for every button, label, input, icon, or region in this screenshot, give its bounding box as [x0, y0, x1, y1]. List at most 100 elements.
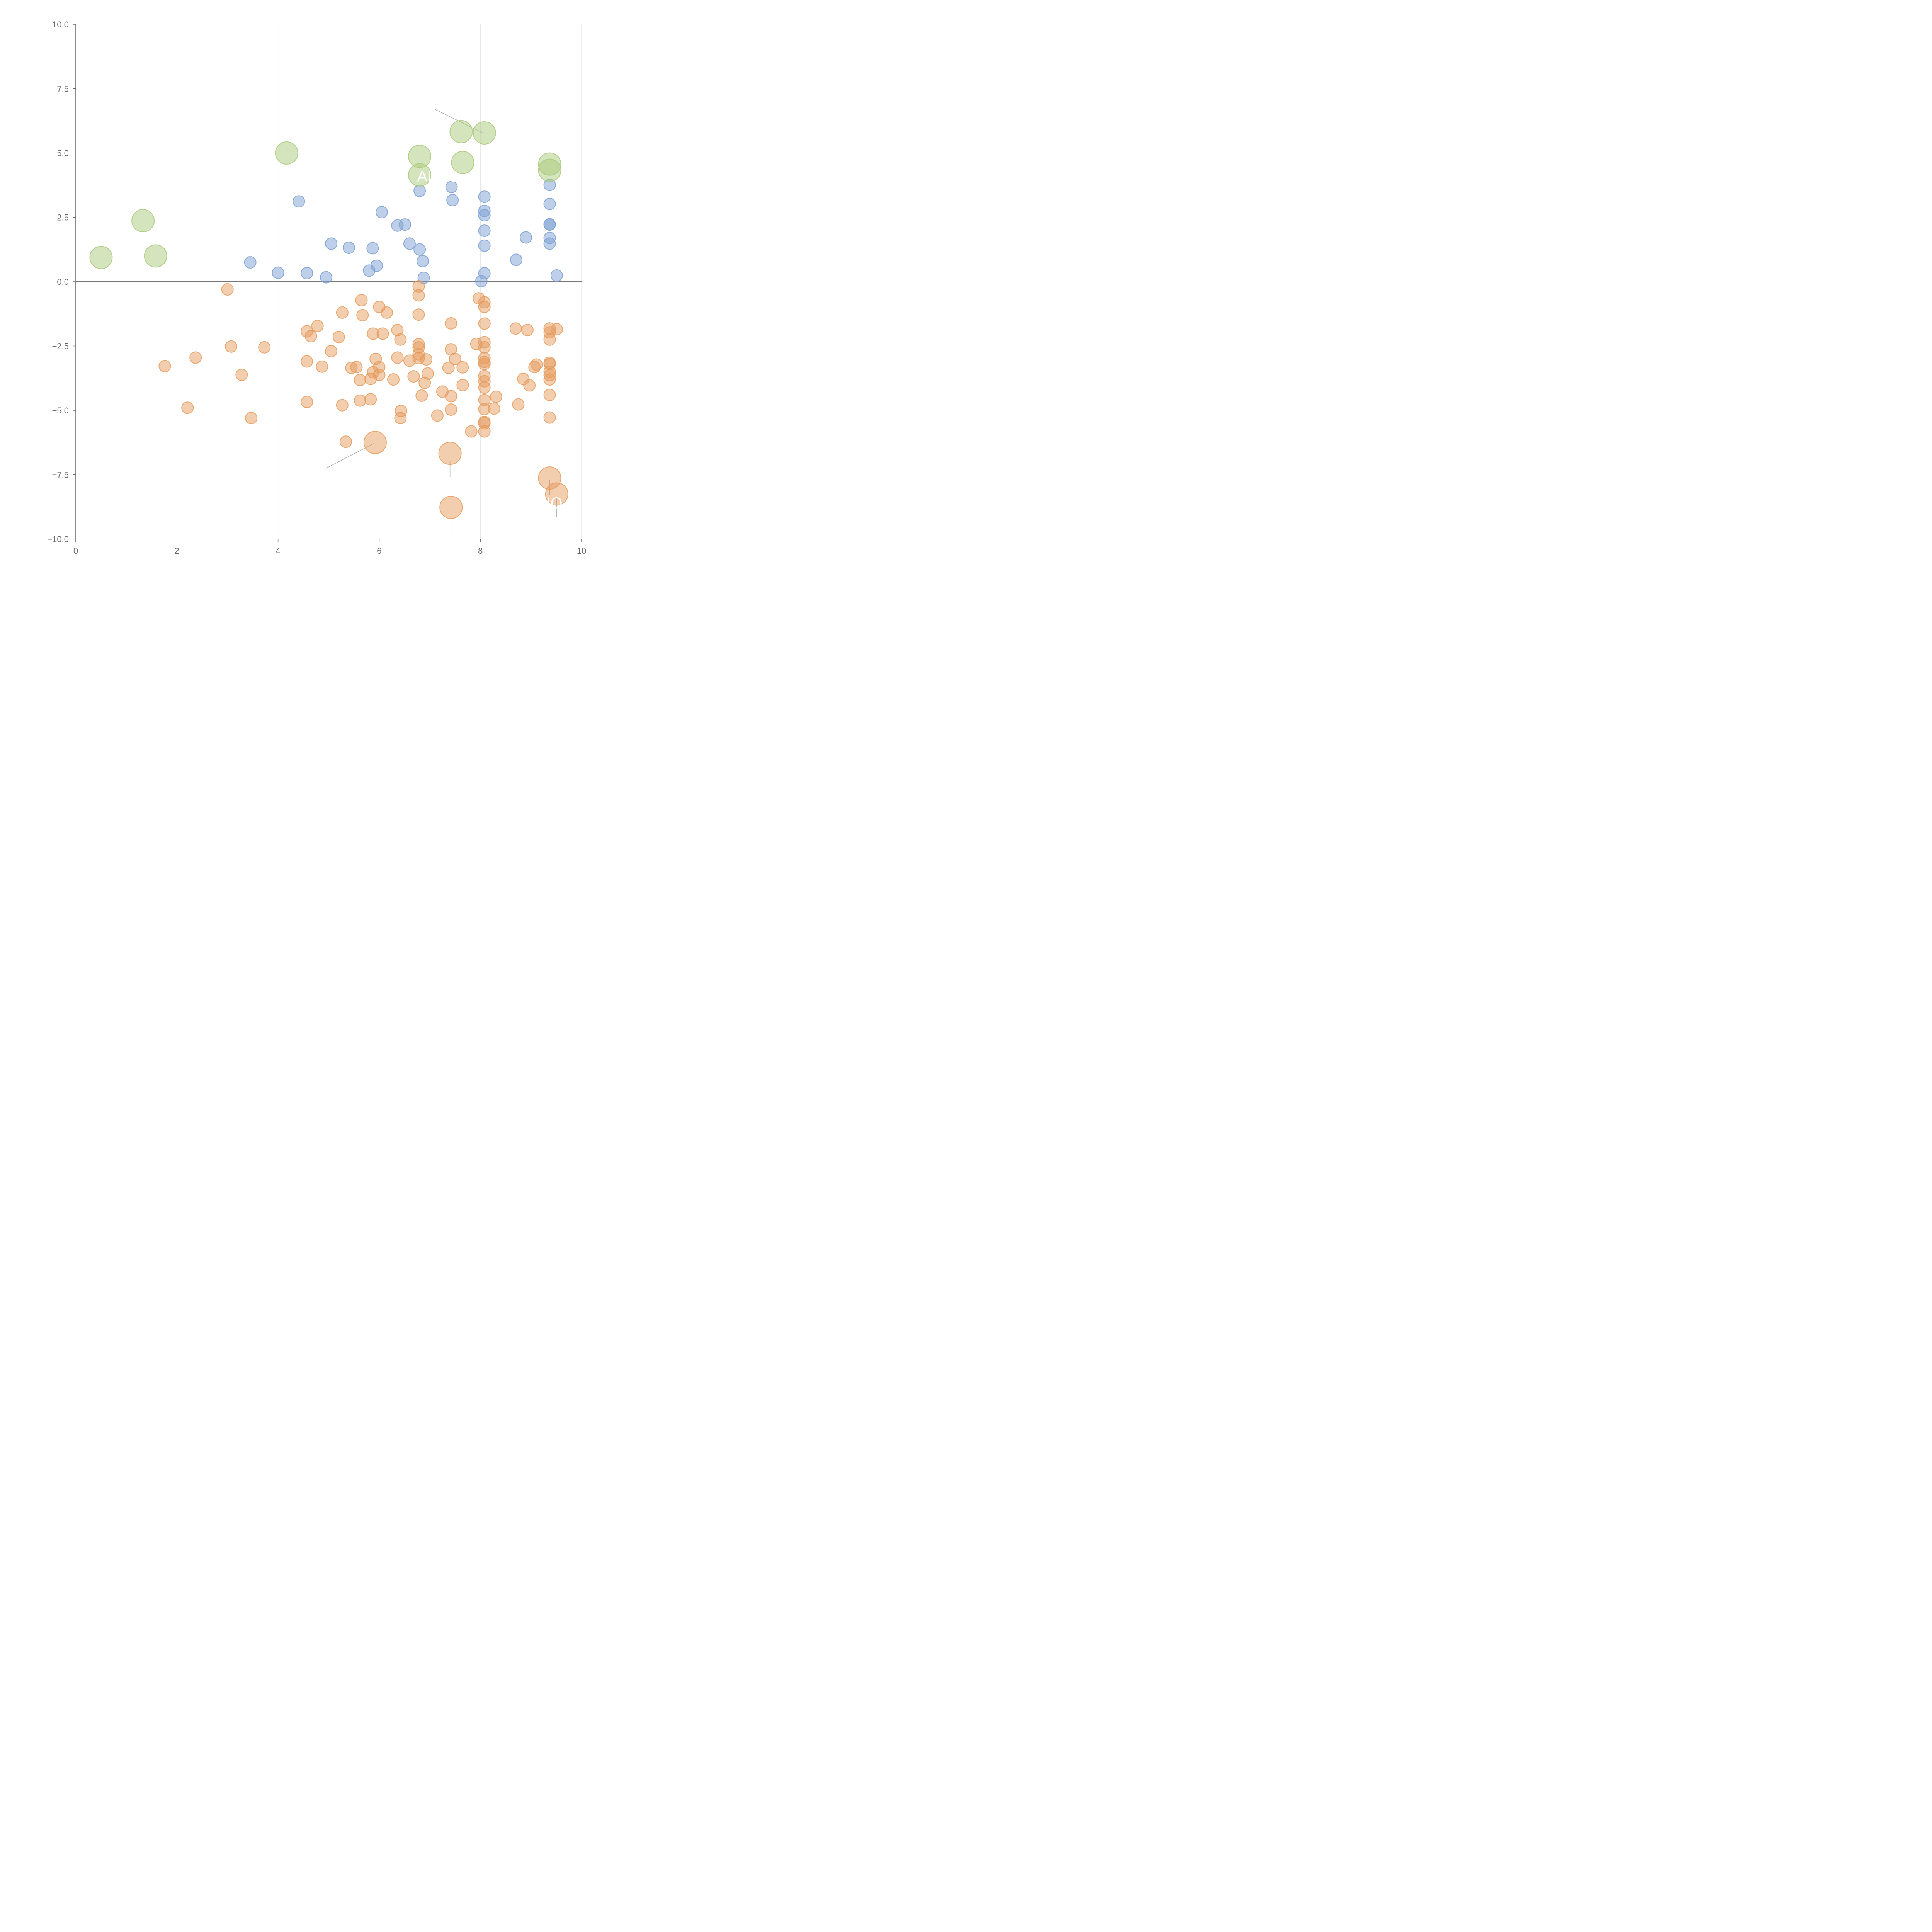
orange-data-point — [445, 317, 457, 330]
y-tick-label: −7.5 — [52, 470, 69, 480]
annotations: ALDC IO — [417, 168, 563, 512]
orange-data-point — [304, 330, 317, 343]
green-data-point — [275, 141, 298, 165]
orange-data-point — [488, 402, 500, 415]
annotation-label: IO — [546, 495, 562, 512]
orange-data-point — [442, 362, 455, 374]
blue-data-point — [445, 180, 458, 193]
blue-data-point — [244, 256, 257, 269]
blue-data-point — [403, 237, 416, 250]
orange-data-point — [158, 360, 171, 372]
orange-data-point — [235, 369, 248, 381]
orange-data-point — [395, 405, 407, 417]
orange-data-point — [509, 322, 522, 335]
x-tick-label: 0 — [73, 546, 78, 556]
green-data-point — [449, 120, 473, 143]
blue-data-point — [510, 253, 523, 266]
blue-data-point — [370, 259, 383, 272]
orange-data-point — [332, 331, 345, 344]
orange-data-point — [394, 333, 407, 346]
blue-data-point — [375, 206, 388, 219]
orange-data-point — [258, 341, 271, 354]
blue-data-point — [413, 184, 426, 197]
orange-data-point — [391, 351, 404, 364]
blue-data-point — [342, 242, 355, 254]
orange-data-point — [373, 369, 386, 381]
blue-data-point — [413, 243, 426, 256]
blue-data-point — [293, 195, 305, 208]
orange-data-point — [478, 381, 491, 394]
orange-data-point — [356, 309, 369, 321]
blue-data-point — [543, 197, 556, 210]
blue-data-point — [320, 271, 332, 284]
blue-data-point — [366, 242, 379, 255]
x-tick-label: 8 — [478, 546, 483, 556]
orange-data-point — [543, 333, 556, 346]
orange-data-point — [224, 340, 237, 353]
orange-data-point — [407, 370, 420, 383]
orange-data-point — [325, 345, 338, 357]
blue-data-point — [478, 224, 491, 237]
orange-data-point — [478, 425, 491, 438]
orange-data-point — [420, 353, 433, 366]
orange-data-point — [449, 352, 461, 365]
axes: 0 2 4 6 8 10 −10.0 −7.5 −5.0 −2.5 0.0 2.5 5.0 7.5 10.0 — [47, 20, 586, 556]
orange-data-point — [336, 399, 349, 412]
orange-data-point — [431, 409, 444, 422]
y-tick-label: 0.0 — [57, 277, 69, 287]
blue-data-point — [446, 194, 459, 206]
orange-data-point — [445, 403, 457, 416]
y-tick-label: −10.0 — [47, 534, 69, 544]
blue-data-point — [325, 237, 338, 250]
orange-data-point — [456, 379, 469, 391]
orange-data-point — [478, 317, 491, 330]
orange-data-point — [363, 431, 387, 454]
orange-data-point — [523, 379, 536, 392]
orange-data-point — [354, 394, 366, 407]
orange-data-point — [381, 306, 393, 319]
orange-data-point — [336, 306, 349, 319]
orange-data-point — [376, 327, 389, 340]
orange-data-point — [340, 435, 352, 448]
orange-data-point — [387, 373, 400, 386]
orange-data-point — [221, 283, 234, 296]
orange-data-point — [415, 389, 428, 402]
orange-data-point — [350, 361, 363, 374]
blue-data-point — [478, 209, 491, 222]
orange-data-point — [439, 496, 463, 519]
orange-data-point — [301, 355, 313, 368]
y-tick-label: 7.5 — [57, 84, 69, 94]
blue-data-point — [550, 269, 563, 282]
green-data-point — [473, 121, 496, 145]
orange-data-point — [465, 425, 478, 438]
data-points — [89, 120, 568, 519]
green-data-point — [144, 244, 167, 268]
chart-container: 0 2 4 6 8 10 −10.0 −7.5 −5.0 −2.5 0.0 2.5 5.0 7.5 10.0… — [0, 0, 604, 604]
y-tick-label: 2.5 — [57, 213, 69, 223]
blue-data-point — [399, 218, 412, 231]
orange-data-point — [543, 389, 556, 401]
y-tick-label: 5.0 — [57, 148, 69, 158]
green-data-point — [89, 246, 113, 269]
blue-data-point — [416, 255, 429, 267]
blue-data-point — [478, 267, 491, 280]
x-tick-label: 2 — [175, 546, 179, 556]
orange-data-point — [245, 412, 258, 424]
orange-data-point — [354, 374, 366, 386]
y-tick-label: −5.0 — [52, 406, 69, 415]
orange-data-point — [189, 351, 202, 364]
blue-data-point — [272, 266, 284, 279]
orange-data-point — [438, 442, 462, 465]
annotation-label: ALDC — [417, 168, 459, 185]
orange-data-point — [543, 373, 556, 386]
x-tick-label: 4 — [276, 546, 280, 556]
scatter-plot: 0 2 4 6 8 10 −10.0 −7.5 −5.0 −2.5 0.0 2.5 5.0 7.5 10.0… — [47, 20, 586, 556]
orange-data-point — [543, 411, 556, 424]
orange-data-point — [181, 401, 194, 414]
orange-data-point — [521, 324, 534, 337]
annotation-leaders — [156, 109, 557, 532]
blue-data-point — [520, 231, 532, 244]
y-tick-label: −2.5 — [52, 342, 69, 351]
orange-data-point — [311, 320, 324, 332]
green-data-point — [131, 209, 155, 233]
